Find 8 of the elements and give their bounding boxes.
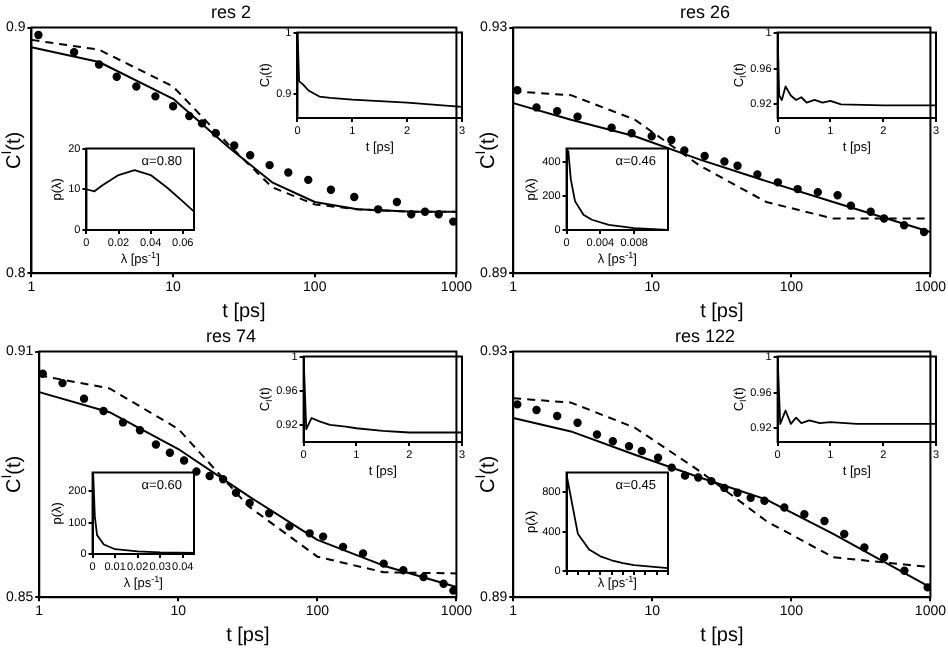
chart-title: res 122 [674,325,736,346]
x-axis-title: t [ps] [226,624,270,647]
x-axis-title: t [ps] [222,300,267,323]
x-axis-title: t [ps] [700,624,744,647]
chart-title: res 2 [210,1,252,22]
chart-title: res 74 [205,325,257,346]
x-axis-title: t [ps] [700,300,744,323]
chart-title: res 26 [679,1,731,22]
